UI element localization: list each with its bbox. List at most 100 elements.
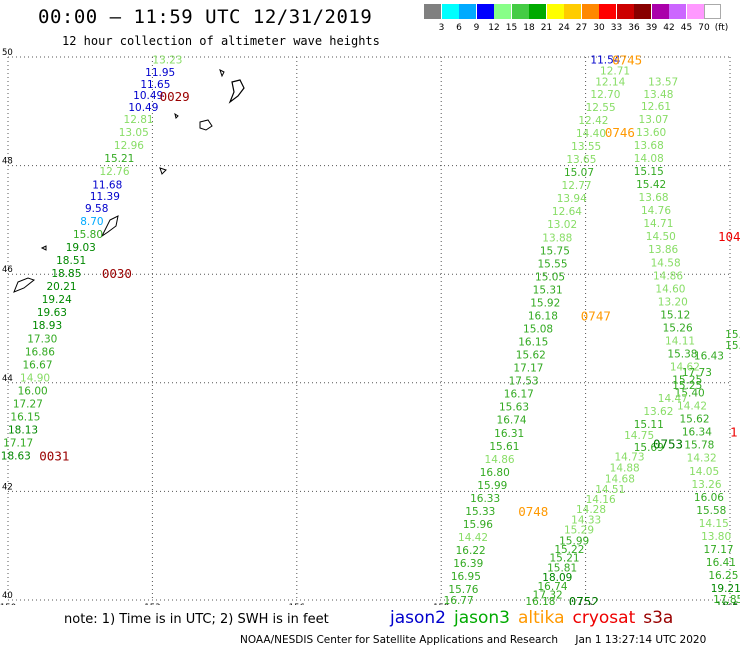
wave-height-label: 13.26 <box>691 479 721 491</box>
wave-height-label: 14.71 <box>643 218 673 230</box>
wave-height-label: 15.12 <box>660 309 690 321</box>
wave-height-label: 15.80 <box>73 229 103 241</box>
wave-height-label: 19.63 <box>37 307 67 319</box>
wave-height-label: 15.58 <box>696 505 726 517</box>
wave-height-label: 15.63 <box>499 402 529 414</box>
color-scale-unit: (ft) <box>714 23 729 33</box>
wave-height-label: 14.90 <box>20 372 50 384</box>
wave-height-label: 14.50 <box>646 231 676 243</box>
wave-height-label: 17.30 <box>27 333 57 345</box>
pass-time-label: 0031 <box>39 449 69 464</box>
wave-height-label: 13.20 <box>658 296 688 308</box>
color-scale-label: 15 <box>505 23 518 33</box>
wave-height-label: 14.60 <box>655 283 685 295</box>
wave-height-label: 15.05 <box>535 271 565 283</box>
wave-height-label: 18.64 <box>716 600 740 605</box>
wave-height-label: 10.49 <box>128 102 158 114</box>
color-scale-swatch <box>634 4 651 19</box>
wave-height-label: 15.25 <box>672 375 702 387</box>
wave-height-label: 13.68 <box>639 192 669 204</box>
wave-height-label: 14.15 <box>699 518 729 530</box>
color-scale-swatch <box>494 4 511 19</box>
wave-height-label: 16.77 <box>444 595 474 605</box>
wave-height-label: 15.21 <box>550 553 580 565</box>
pass-time-label: 0753 <box>653 437 683 452</box>
wave-height-label: 14.62 <box>670 362 700 374</box>
wave-height-label: 19.24 <box>42 294 72 306</box>
wave-height-label: 14.42 <box>677 401 707 413</box>
color-scale-swatch <box>546 4 564 19</box>
wave-height-label: 15.96 <box>463 519 493 531</box>
wave-height-label: 12.64 <box>552 206 582 218</box>
color-scale-label: 45 <box>680 23 693 33</box>
wave-height-label: 13.55 <box>571 141 601 153</box>
wave-height-label: 15.21 <box>104 153 134 165</box>
x-tick-label: 156 <box>289 603 305 605</box>
wave-height-label: 12.77 <box>562 180 592 192</box>
wave-height-label: 16.15 <box>10 411 40 423</box>
wave-height-label: 15.62 <box>679 414 709 426</box>
color-scale-label: 33 <box>610 23 623 33</box>
wave-height-label: 13.80 <box>701 531 731 543</box>
pass-time-label: 1 <box>730 425 738 440</box>
color-scale-swatch <box>511 4 529 19</box>
color-scale-label: 6 <box>456 23 462 33</box>
color-scale-swatch <box>529 4 546 19</box>
chart-title: 00:00 – 11:59 UTC 12/31/2019 <box>38 6 373 28</box>
wave-height-label: 16.41 <box>706 557 736 569</box>
wave-height-label: 11.68 <box>92 180 122 192</box>
land-layer <box>13 69 245 293</box>
color-scale-swatch <box>651 4 669 19</box>
wave-height-label: 13.68 <box>634 140 664 152</box>
wave-height-label: 17.17 <box>513 363 543 375</box>
wave-height-label: 16.00 <box>18 385 48 397</box>
wave-height-label: 15.62 <box>516 350 546 362</box>
wave-height-label: 12.71 <box>600 66 630 78</box>
wave-height-label: 13.60 <box>636 127 666 139</box>
wave-height-label: 13.48 <box>643 89 673 101</box>
wave-height-label: 14.05 <box>689 466 719 478</box>
wave-height-label: 14.11 <box>665 335 695 347</box>
wave-height-label: 15.33 <box>465 506 495 518</box>
wave-height-label: 13.02 <box>547 219 577 231</box>
wave-height-label: 14.86 <box>485 454 515 466</box>
wave-height-label: 13.57 <box>648 76 678 88</box>
wave-height-label: 14.28 <box>576 504 606 516</box>
wave-height-label: 17.17 <box>3 438 33 450</box>
color-scale-label: 21 <box>540 23 553 33</box>
color-scale-swatch <box>704 4 721 19</box>
x-tick-label: 165 <box>722 603 738 605</box>
wave-height-label: 12.76 <box>99 166 129 178</box>
wave-height-label: 15.81 <box>547 562 577 574</box>
wave-height-label: 12.61 <box>641 101 671 113</box>
time-label-layer: 0029 0030 0031 0745 0746 0747 0748 0753 0752 1046… <box>39 53 740 605</box>
wave-height-label: 15.99 <box>559 535 589 547</box>
color-scale-swatch <box>459 4 476 19</box>
island-outline <box>199 119 213 131</box>
color-scale-swatch <box>616 4 634 19</box>
wave-height-label: 15.40 <box>675 388 705 400</box>
wave-height-label: 13.65 <box>566 154 596 166</box>
x-tick-label: 162 <box>577 603 593 605</box>
wave-height-label: 15.42 <box>636 179 666 191</box>
wave-height-label: 11.54 <box>590 55 620 67</box>
pass-time-label: 0748 <box>518 504 548 519</box>
wave-height-label: 15.72 <box>725 329 740 341</box>
wave-height-label: 16.80 <box>480 467 510 479</box>
color-scale-label: 12 <box>488 23 500 33</box>
wave-height-label: 16.95 <box>451 571 481 583</box>
legend-entry: jason2 <box>390 608 446 628</box>
wave-height-label: 17.85 <box>713 594 740 605</box>
wave-height-label: 13.23 <box>152 55 182 67</box>
color-scale-label: 3 <box>438 23 445 33</box>
legend-entry: altika <box>518 608 565 628</box>
island-outline <box>174 112 179 119</box>
wave-height-label: 20.21 <box>47 281 77 293</box>
island-outline <box>219 69 225 78</box>
wave-height-label: 18.85 <box>51 268 81 280</box>
wave-height-label: 12.70 <box>590 89 620 101</box>
color-scale-label: 18 <box>523 23 535 33</box>
credit-org: NOAA/NESDIS Center for Satellite Applica… <box>240 634 558 646</box>
island-outline <box>40 245 47 251</box>
color-scale-label: 42 <box>663 23 675 33</box>
